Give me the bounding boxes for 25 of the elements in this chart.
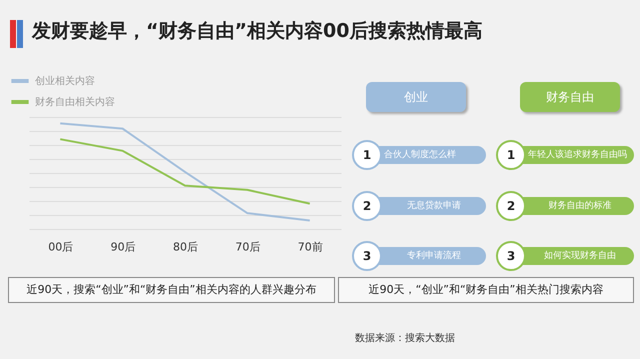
text: 专利申请流程 xyxy=(407,251,461,261)
text: 合伙人制度怎么样 xyxy=(384,150,456,160)
text: 2 xyxy=(496,191,526,221)
x-tick-label: 00后 xyxy=(48,240,74,254)
text: 1 xyxy=(496,140,526,170)
chart-title: 发财要趁早，“财务自由”相关内容00后搜索热情最高 xyxy=(32,19,482,44)
text: 如何实现财务自由 xyxy=(544,251,616,261)
x-tick-label: 70后 xyxy=(235,240,260,254)
text: 2 xyxy=(352,191,382,221)
x-tick-label: 80后 xyxy=(173,240,198,254)
text: 财务自由的标准 xyxy=(548,201,612,211)
text: 1 xyxy=(352,140,382,170)
text: 创业 xyxy=(366,82,466,112)
legend-label: 财务自由相关内容 xyxy=(35,96,115,108)
x-tick-label: 90后 xyxy=(110,240,136,254)
text: 近90天，搜索“创业”和“财务自由”相关内容的人群兴趣分布 xyxy=(8,277,335,303)
legend-label: 创业相关内容 xyxy=(35,75,95,87)
text: 无息贷款申请 xyxy=(407,201,461,211)
x-tick-label: 70前 xyxy=(298,240,323,254)
source-note: 数据来源：搜索大数据 xyxy=(355,332,455,345)
text: 近90天，“创业”和“财务自由”相关热门搜索内容 xyxy=(338,277,634,303)
text: 财务自由 xyxy=(520,82,620,112)
text: 年轻人该追求财务自由吗 xyxy=(528,150,627,160)
text: 3 xyxy=(496,241,526,271)
text: 3 xyxy=(352,241,382,271)
